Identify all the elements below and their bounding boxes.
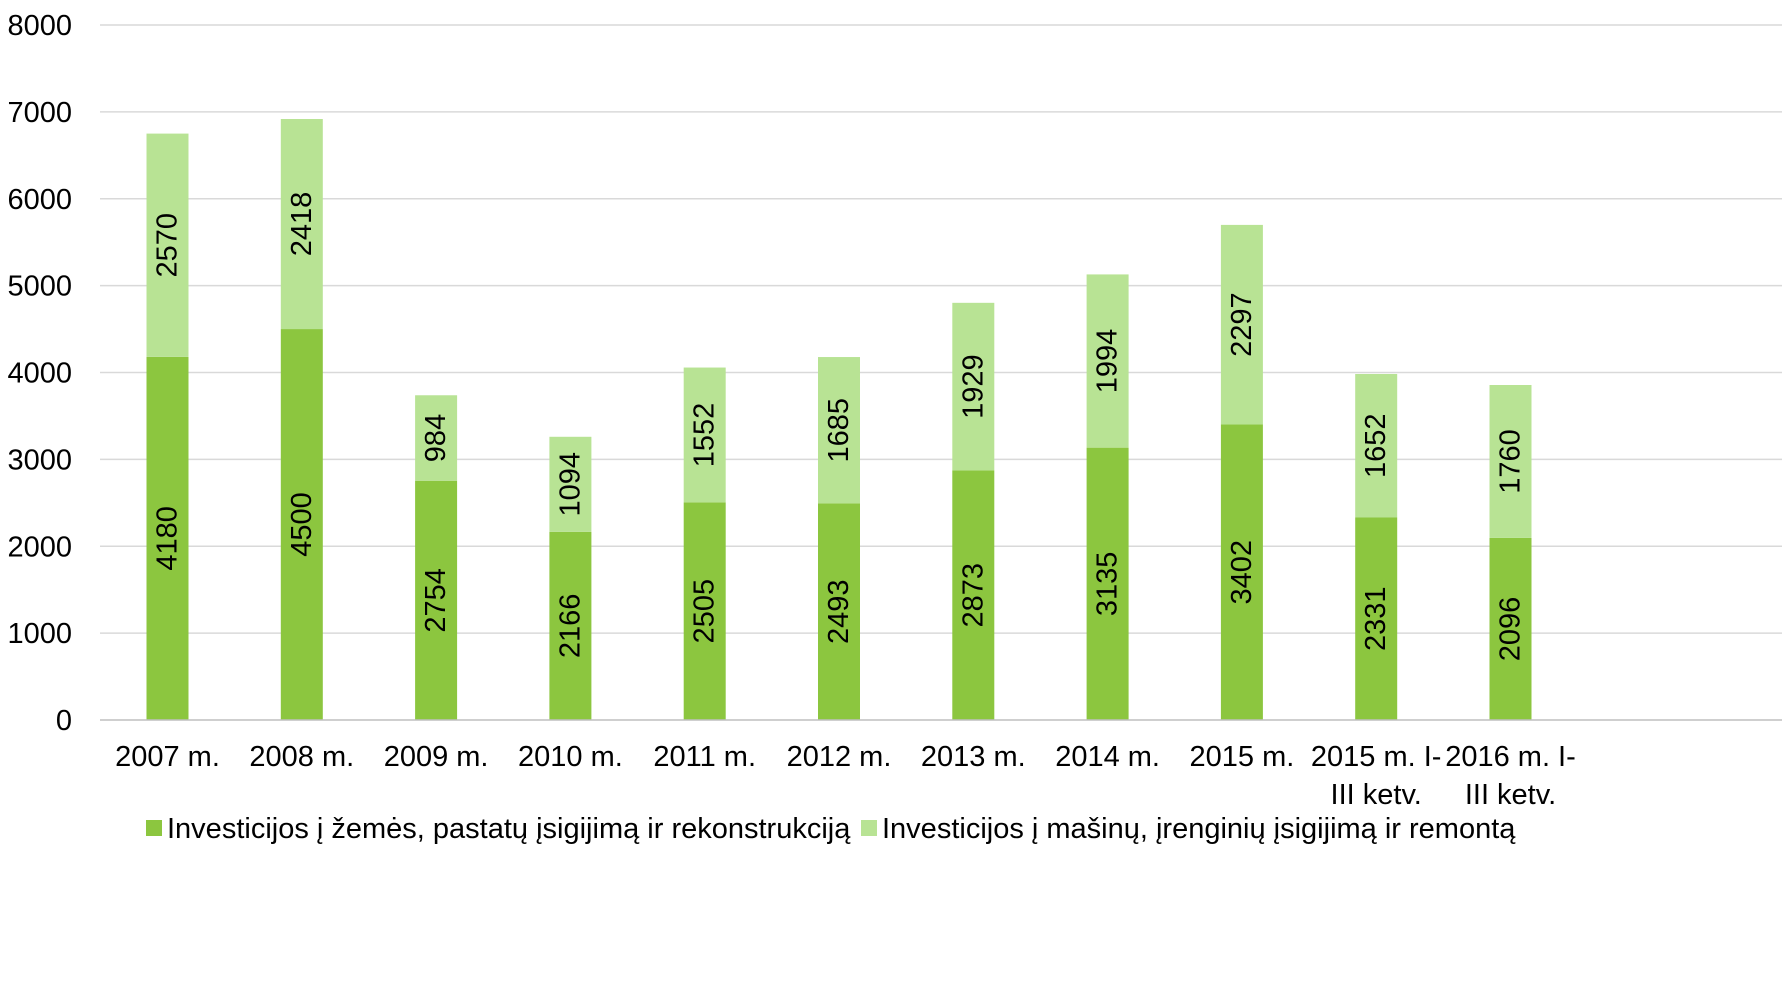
data-label-series1-0: 4180 [152,506,184,571]
data-label-series1-10: 2096 [1495,597,1527,662]
bar-series1-4 [683,502,726,720]
legend-swatch-series2 [861,820,877,836]
bar-series1-6 [952,470,995,720]
data-label-series2-5: 1685 [823,398,855,463]
data-label-series2-4: 1552 [689,403,721,468]
bar-series2-6 [952,302,995,471]
x-category-label-1: 2008 m. [249,741,354,773]
x-category-label-2: 2009 m. [384,741,489,773]
x-category-label-0: 2007 m. [115,741,220,773]
y-tick-label-3000: 3000 [7,444,72,476]
data-label-series1-4: 2505 [689,579,721,644]
data-label-series1-3: 2166 [554,594,586,659]
axes: 0 1000 2000 3000 4000 5000 6000 7000 8000 2007 m.… [7,10,1782,811]
bars [146,118,1532,720]
legend-label-series1: Investicijos į žemės, pastatų įsigijimą … [167,813,851,845]
bar-series2-5 [818,357,860,504]
data-label-series1-8: 3402 [1226,540,1258,605]
bar-series1-10 [1489,537,1532,720]
data-label-series2-10: 1760 [1495,429,1527,494]
bar-series1-9 [1355,517,1398,720]
data-label-series1-1: 4500 [286,492,318,557]
x-category-label-3: 2010 m. [518,741,623,773]
bar-series1-7 [1086,447,1129,720]
y-tick-label-2000: 2000 [7,531,72,563]
bar-series2-9 [1355,373,1398,518]
gridlines [100,24,1782,634]
data-label-series1-6: 2873 [957,563,989,628]
bar-series2-7 [1086,274,1129,448]
bar-series1-3 [549,531,592,720]
bar-series2-4 [683,367,726,503]
data-label-series1-7: 3135 [1092,552,1124,617]
bar-series1-2 [415,480,458,720]
data-label-series2-3: 1094 [554,452,586,517]
x-category-label-9: 2015 m. I-III ketv. [1311,741,1442,811]
data-label-series1-2: 2754 [420,568,452,633]
y-tick-label-8000: 8000 [7,10,72,42]
legend-label-series2: Investicijos į mašinų, įrenginių įsigiji… [882,813,1516,845]
bar-series1-1 [280,329,323,720]
data-label-series2-0: 2570 [152,213,184,278]
y-tick-label-7000: 7000 [7,97,72,129]
data-labels: 4180 2570 4500 2418 2754 984 2166 1094 2505 1552 2… [152,192,1527,661]
bar-series1-8 [1220,424,1263,720]
data-label-series1-9: 2331 [1360,586,1392,651]
data-label-series2-1: 2418 [286,192,318,257]
legend: Investicijos į žemės, pastatų įsigijimą … [146,813,1516,845]
x-category-label-7: 2014 m. [1055,741,1160,773]
x-category-label-4: 2011 m. [653,741,756,773]
x-category-label-5: 2012 m. [787,741,892,773]
data-label-series2-9: 1652 [1360,413,1392,478]
bar-series1-5 [818,503,860,720]
bar-series2-2 [415,395,458,481]
data-label-series2-7: 1994 [1092,329,1124,394]
data-label-series2-2: 984 [420,414,452,462]
y-tick-label-1000: 1000 [7,618,72,650]
x-category-label-6: 2013 m. [921,741,1026,773]
x-category-label-8: 2015 m. [1190,741,1295,773]
y-tick-label-4000: 4000 [7,358,72,390]
x-category-label-10: 2016 m. I-III ketv. [1445,741,1576,811]
y-tick-label-6000: 6000 [7,184,72,216]
data-label-series1-5: 2493 [823,579,855,644]
data-label-series2-8: 2297 [1226,292,1258,357]
bar-series2-1 [280,118,323,330]
y-tick-label-5000: 5000 [7,271,72,303]
legend-swatch-series1 [146,820,162,836]
bar-series2-3 [549,436,592,532]
bar-series2-8 [1220,224,1263,425]
bar-series2-0 [146,133,189,357]
data-label-series2-6: 1929 [957,354,989,419]
bar-series2-10 [1489,385,1532,538]
bar-series1-0 [146,356,189,720]
y-tick-label-0: 0 [56,705,72,737]
